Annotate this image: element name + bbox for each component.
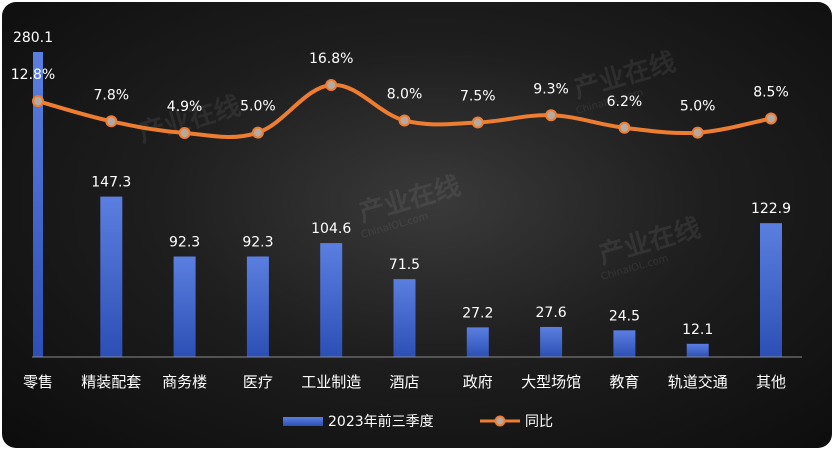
growth-value-label: 5.0% xyxy=(240,99,276,115)
growth-point xyxy=(105,115,118,128)
bar-value-label: 92.3 xyxy=(169,234,200,250)
bar xyxy=(320,243,343,357)
category-label: 工业制造 xyxy=(301,373,361,391)
bar xyxy=(760,223,782,357)
category-label: 精装配套 xyxy=(81,373,141,391)
bar-value-label: 280.1 xyxy=(13,30,53,46)
category-label: 零售 xyxy=(23,373,53,391)
bar-value-label: 24.5 xyxy=(609,308,640,324)
bar-value-label: 27.2 xyxy=(462,305,493,321)
growth-point xyxy=(691,126,704,139)
growth-value-label: 8.0% xyxy=(387,86,423,102)
legend-line-marker xyxy=(494,415,506,427)
bar-value-label: 71.5 xyxy=(389,257,420,273)
bar xyxy=(33,52,43,357)
bar xyxy=(613,330,636,357)
growth-value-label: 16.8% xyxy=(309,51,353,67)
category-label: 商务楼 xyxy=(162,373,207,391)
bar xyxy=(540,326,563,357)
category-label: 教育 xyxy=(609,373,639,391)
growth-value-label: 7.8% xyxy=(94,87,130,103)
growth-point xyxy=(398,114,411,127)
category-label: 酒店 xyxy=(389,373,419,391)
growth-value-label: 7.5% xyxy=(460,89,496,105)
growth-point xyxy=(251,126,264,139)
bar xyxy=(100,196,123,357)
bar-value-label: 104.6 xyxy=(311,221,351,237)
growth-point xyxy=(325,79,338,91)
bar xyxy=(173,256,196,357)
bar xyxy=(246,256,269,357)
category-label: 轨道交通 xyxy=(668,373,728,391)
growth-point xyxy=(471,116,484,129)
growth-point xyxy=(178,127,191,139)
growth-value-label: 9.3% xyxy=(533,81,569,97)
bar-value-label: 12.1 xyxy=(682,322,713,338)
bar xyxy=(686,343,709,357)
watermark: 产业在线 ChinaIOL.com 产业在线 ChinaIOL.com 产业在线… xyxy=(136,47,704,283)
category-label: 政府 xyxy=(463,373,493,391)
bar-series: 280.1 147.3 92.3 92.3 104.6 71.5 27.2 27.6 24.5 1… xyxy=(13,30,791,357)
growth-value-label: 5.0% xyxy=(680,99,716,115)
legend-bar-swatch xyxy=(283,417,323,426)
line-series: 12.8% 7.8% 4.9% 5.0% 16.8% 8.0% 7.5% 9.3% 6.2% 5.… xyxy=(11,51,789,139)
category-labels: 零售 精装配套 商务楼 医疗 工业制造 酒店 政府 大型场馆 教育 轨道交通 其他 xyxy=(23,373,786,391)
bar xyxy=(393,279,416,357)
bar-value-label: 122.9 xyxy=(751,201,791,217)
bar-value-label: 27.6 xyxy=(536,305,567,321)
category-label: 医疗 xyxy=(243,373,273,391)
growth-point xyxy=(32,95,44,108)
bar xyxy=(466,327,489,357)
bar-value-label: 147.3 xyxy=(91,175,131,191)
legend: 2023年前三季度 同比 xyxy=(283,413,553,430)
growth-point xyxy=(545,109,558,122)
growth-value-label: 12.8% xyxy=(11,67,55,83)
legend-line-label: 同比 xyxy=(525,414,553,430)
bar-value-label: 92.3 xyxy=(242,234,273,250)
growth-point xyxy=(618,121,631,134)
category-label: 其他 xyxy=(756,373,786,391)
category-label: 大型场馆 xyxy=(521,373,581,391)
growth-value-label: 4.9% xyxy=(167,99,203,115)
growth-value-label: 8.5% xyxy=(753,84,789,100)
growth-point xyxy=(765,112,777,125)
growth-value-label: 6.2% xyxy=(607,94,643,110)
legend-bar-label: 2023年前三季度 xyxy=(328,413,434,430)
